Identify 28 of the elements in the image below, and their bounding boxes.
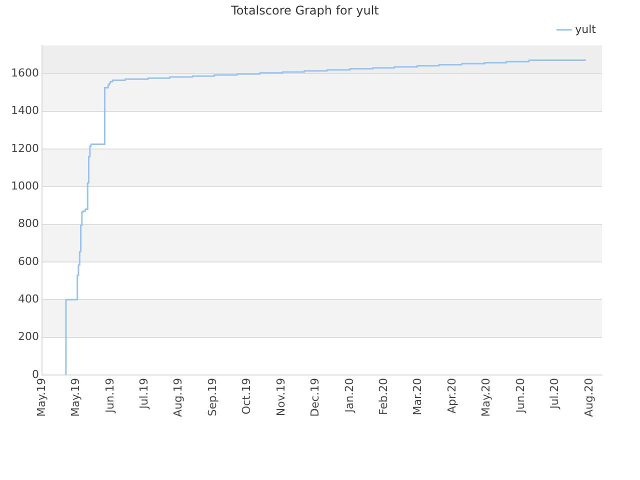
y-tick-label: 1600 — [10, 66, 39, 80]
y-tick-label: 1000 — [10, 180, 39, 193]
x-tick-label: Jun.20 — [514, 378, 527, 414]
x-tick-label: Dec.19 — [308, 378, 322, 417]
y-tick-label: 600 — [18, 254, 39, 268]
y-tick-label: 800 — [18, 217, 39, 230]
x-tick-label: Feb.20 — [377, 378, 390, 416]
y-tick-label: 1200 — [10, 142, 39, 155]
x-tick-label: Jul.19 — [138, 378, 150, 410]
x-tick-label: Mar.20 — [411, 378, 424, 416]
y-tick-label: 0 — [32, 368, 39, 381]
x-tick-label: Jul.20 — [548, 378, 562, 410]
chart-title: Totalscore Graph for yult — [230, 3, 380, 18]
x-tick-label: Sep.19 — [206, 378, 219, 416]
y-tick-label: 200 — [18, 330, 39, 344]
x-tick-label: May.20 — [480, 378, 493, 417]
x-tick-label: Apr.20 — [445, 378, 458, 414]
x-tick-label: Jun.19 — [103, 378, 116, 414]
x-tick-label: Nov.19 — [274, 378, 288, 416]
legend-label: yult — [575, 22, 597, 36]
x-tick-label: Aug.19 — [172, 378, 185, 418]
x-tick-label: Jan.20 — [342, 378, 356, 414]
y-tick-label: 1400 — [10, 104, 39, 118]
x-tick-label: May.19 — [34, 378, 48, 417]
x-tick-label: Oct.19 — [240, 378, 254, 415]
x-tick-label: May.19 — [69, 378, 82, 417]
y-tick-label: 400 — [18, 292, 39, 306]
x-tick-label: Aug.20 — [582, 378, 596, 418]
